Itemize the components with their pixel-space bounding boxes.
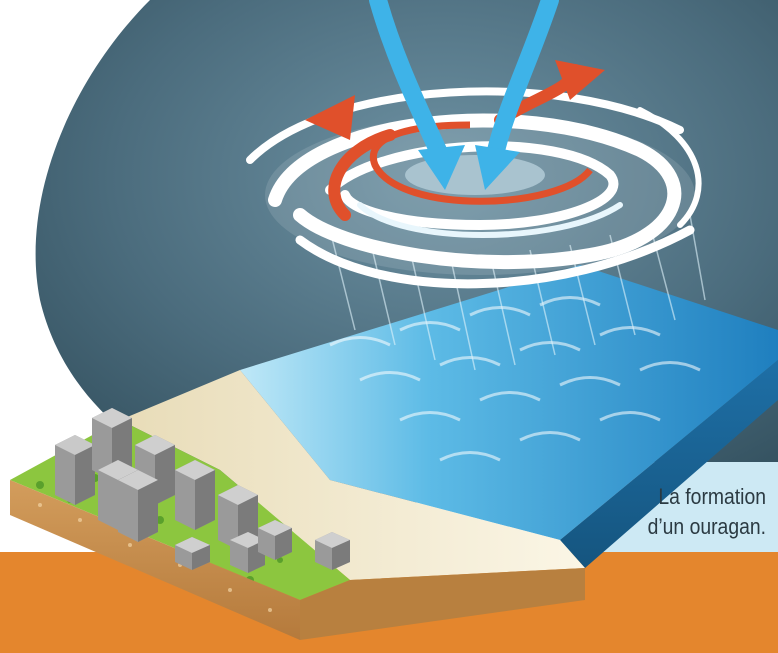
ocean-side: [560, 360, 778, 568]
ocean-waves: [329, 296, 701, 462]
soil-front: [10, 480, 300, 640]
caption-line-2: d’un ouragan.: [647, 514, 766, 539]
rising-warm-air-arrow-icon: [305, 60, 605, 221]
building: [175, 460, 215, 530]
beach-sand: [120, 370, 585, 580]
building: [315, 532, 350, 570]
soil-side: [300, 568, 585, 640]
building: [175, 537, 210, 570]
descending-cool-air-arrow-icon: [369, 0, 559, 190]
ocean-surface: [240, 265, 778, 540]
caption-line-1: La formation: [658, 484, 766, 509]
soil-dots: [38, 503, 272, 612]
city-buildings-icon: [55, 408, 350, 573]
building: [258, 520, 292, 560]
diagram-caption: La formation d’un ouragan.: [572, 482, 766, 542]
building: [55, 435, 95, 505]
building: [118, 470, 158, 542]
